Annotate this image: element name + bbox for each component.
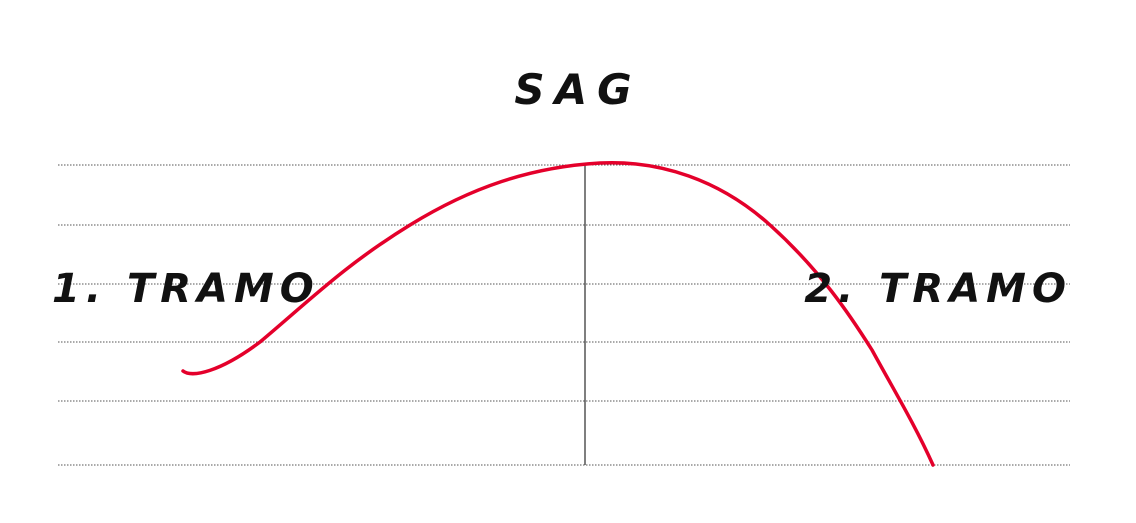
left-section-label: 1. TRAMO — [52, 266, 320, 312]
gridlines — [58, 164, 1070, 466]
sag-curve — [181, 160, 935, 467]
right-section-label: 2. TRAMO — [804, 266, 1072, 312]
diagram-title: SAG — [514, 65, 641, 114]
